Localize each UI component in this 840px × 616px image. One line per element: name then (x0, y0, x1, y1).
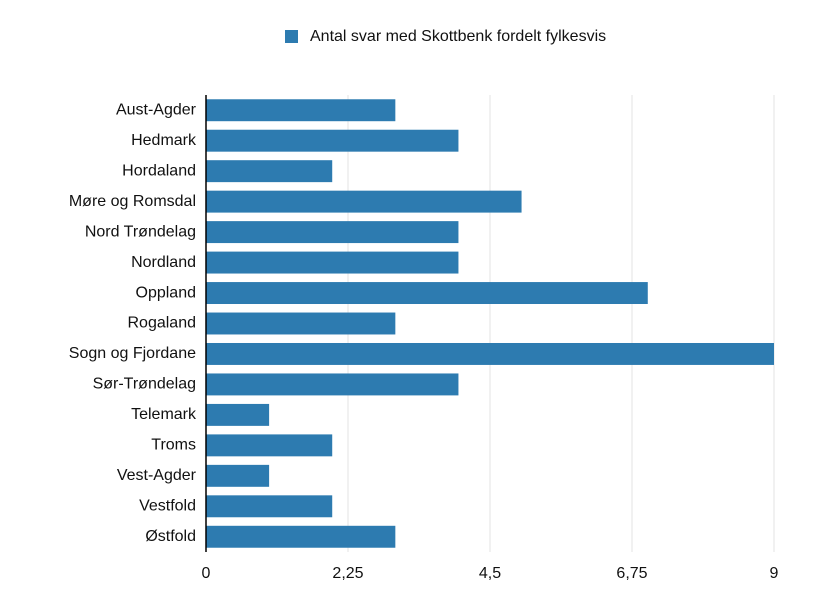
y-tick-label: Østfold (145, 528, 196, 545)
bar (206, 373, 459, 396)
y-tick-label: Nord Trøndelag (85, 223, 196, 240)
y-tick-label: Sør-Trøndelag (93, 376, 196, 393)
y-tick-label: Nordland (131, 254, 196, 271)
bar (206, 160, 333, 183)
y-tick-label: Møre og Romsdal (69, 193, 196, 210)
bar (206, 434, 333, 457)
bar (206, 342, 774, 365)
y-tick-label: Vest-Agder (117, 467, 197, 484)
y-tick-label: Hedmark (131, 132, 197, 149)
bar (206, 464, 270, 487)
y-tick-label: Telemark (131, 406, 197, 423)
y-tick-label: Vestfold (139, 498, 196, 515)
y-tick-label: Oppland (136, 284, 197, 301)
bar (206, 312, 396, 335)
bar (206, 251, 459, 274)
x-tick-label: 0 (202, 565, 211, 582)
bar (206, 525, 396, 548)
bar (206, 495, 333, 518)
bar (206, 221, 459, 244)
y-tick-label: Sogn og Fjordane (69, 345, 196, 362)
y-tick-label: Aust-Agder (116, 101, 197, 118)
legend-label: Antal svar med Skottbenk fordelt fylkesv… (310, 28, 606, 45)
y-tick-label: Rogaland (128, 315, 197, 332)
x-tick-label: 4,5 (479, 565, 501, 582)
legend-swatch (285, 30, 298, 43)
bar (206, 99, 396, 122)
bar (206, 129, 459, 152)
bar (206, 190, 522, 213)
y-tick-label: Hordaland (122, 162, 196, 179)
bar (206, 403, 270, 426)
x-tick-label: 2,25 (332, 565, 363, 582)
x-tick-label: 6,75 (616, 565, 647, 582)
x-tick-label: 9 (770, 565, 779, 582)
y-tick-label: Troms (151, 437, 196, 454)
bar (206, 282, 648, 305)
